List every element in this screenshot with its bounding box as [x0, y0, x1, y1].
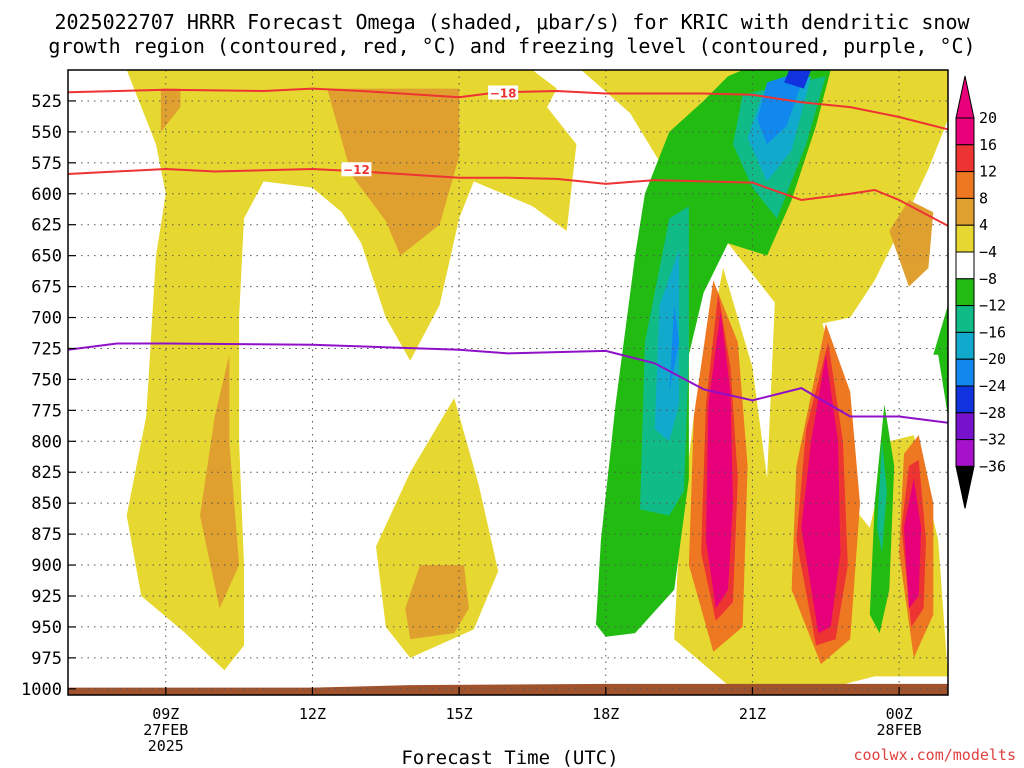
xtick-label-24-1: 28FEB [877, 721, 922, 739]
x-axis-label: Forecast Time (UTC) [401, 747, 618, 768]
xtick-label-15-0: 15Z [446, 705, 473, 723]
colorbar-label-4: 4 [979, 216, 988, 234]
contour-label-bg-1 [341, 162, 372, 177]
ytick-label-750: 750 [31, 370, 62, 390]
xtick-label-9-1: 27FEB [143, 721, 188, 739]
ytick-label-825: 825 [31, 463, 62, 483]
omega-region-4 [327, 88, 460, 256]
ytick-label-925: 925 [31, 587, 62, 607]
colorbar-box-6 [955, 278, 975, 307]
colorbar-box-9 [955, 358, 975, 387]
colorbar-box-12 [955, 439, 975, 467]
ytick-label-600: 600 [31, 185, 62, 205]
ytick-label-675: 675 [31, 278, 62, 298]
ytick-label-1000: 1000 [21, 680, 62, 700]
xtick-label-24-0: 00Z [886, 705, 913, 723]
colorbar-label-12: −32 [979, 431, 1006, 449]
colorbar-bottom-arrow [955, 465, 975, 509]
colorbar-box-8 [955, 331, 975, 360]
xtick-label-9-2: 2025 [148, 737, 184, 755]
ytick-label-900: 900 [31, 556, 62, 576]
surface-terrain-band [68, 683, 948, 695]
colorbar-box-5 [955, 251, 975, 280]
ytick-label-775: 775 [31, 401, 62, 421]
colorbar-label-3: 8 [979, 189, 988, 207]
omega-region-27 [801, 354, 841, 634]
ytick-label-850: 850 [31, 494, 62, 514]
contour-labels: −18 −12 [341, 85, 519, 177]
chart-title-line1: 2025022707 HRRR Forecast Omega (shaded, … [54, 10, 970, 34]
ytick-label-725: 725 [31, 339, 62, 359]
omega-region-22 [784, 70, 812, 89]
colorbar-box-3 [955, 197, 975, 226]
colorbar-top-arrow [955, 75, 975, 119]
temperature-contours [68, 87, 948, 424]
chart-title-line2: growth region (contoured, red, °C) and f… [48, 34, 975, 58]
ytick-label-650: 650 [31, 247, 62, 267]
omega-region-18 [654, 249, 680, 442]
gridlines [68, 70, 948, 695]
ytick-label-575: 575 [31, 154, 62, 174]
colorbar-label-10: −24 [979, 377, 1006, 395]
omega-region-28 [904, 478, 922, 609]
ytick-label-800: 800 [31, 432, 62, 452]
omega-region-6 [200, 354, 240, 609]
contour-label-bg-0 [488, 85, 519, 100]
colorbar-box-2 [955, 171, 975, 199]
colorbar-label-6: −8 [979, 270, 997, 288]
colorbar-box-7 [955, 305, 975, 333]
colorbar-label-0: 20 [979, 109, 997, 127]
colorbar-label-13: −36 [979, 457, 1006, 475]
colorbar-label-5: −4 [979, 243, 997, 261]
contour-freezing-level [68, 342, 948, 424]
colorbar-label-8: −16 [979, 323, 1006, 341]
xtick-label-21-0: 21Z [739, 705, 766, 723]
omega-region-1 [376, 398, 499, 658]
omega-region-8 [889, 200, 934, 287]
omega-region-0 [126, 70, 577, 671]
colorbar-label-1: 16 [979, 136, 997, 154]
contour-dgz-1 [68, 167, 948, 227]
plot-frame [67, 69, 949, 696]
colorbar-label-11: −28 [979, 404, 1006, 422]
omega-region-20 [757, 70, 807, 145]
omega-region-21 [669, 305, 680, 392]
xtick-label-9-0: 09Z [152, 705, 179, 723]
y-axis-ticks: 525 550 575 600 625 650 675 700 725 750 775 800 825 8… [21, 92, 76, 700]
contour-label-0: −18 [490, 87, 517, 101]
colorbar-box-1 [955, 144, 975, 173]
colorbar-box-4 [955, 224, 975, 253]
ytick-label-975: 975 [31, 649, 62, 669]
omega-region-5 [160, 88, 181, 132]
contour-label-1: −12 [343, 163, 370, 177]
omega-region-7 [405, 565, 469, 640]
colorbar-label-9: −20 [979, 350, 1006, 368]
ytick-label-625: 625 [31, 216, 62, 236]
colorbar-label-7: −12 [979, 297, 1006, 315]
ytick-label-875: 875 [31, 525, 62, 545]
ytick-label-700: 700 [31, 309, 62, 329]
colorbar-label-2: 12 [979, 163, 997, 181]
omega-region-14 [933, 305, 948, 417]
ytick-label-950: 950 [31, 618, 62, 638]
omega-region-17 [877, 441, 887, 553]
colorbar-box-10 [955, 385, 975, 414]
ytick-label-550: 550 [31, 123, 62, 143]
xtick-label-12-0: 12Z [299, 705, 326, 723]
contour-dgz-0 [68, 87, 948, 131]
ytick-label-525: 525 [31, 92, 62, 112]
surface-band [68, 683, 948, 695]
omega-shaded-fields [126, 70, 948, 689]
colorbar-box-0 [955, 117, 975, 146]
credit-text: coolwx.com/modelts [853, 746, 1016, 764]
colorbar: 20 16 12 8 4 −4 −8 −12 −16 −20 −24 −28 −32 −36 [955, 75, 1006, 509]
colorbar-box-11 [955, 412, 975, 441]
xtick-label-18-0: 18Z [592, 705, 619, 723]
